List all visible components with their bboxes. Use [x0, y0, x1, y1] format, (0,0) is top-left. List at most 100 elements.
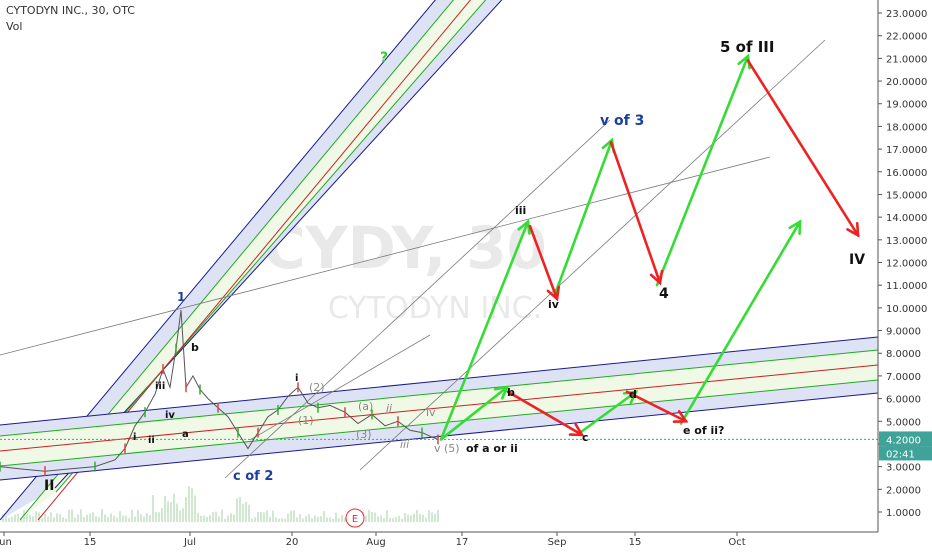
up-arrow — [439, 220, 530, 441]
volume-bar — [56, 513, 58, 522]
volume-bar — [50, 512, 52, 522]
time-tick-label: Jun — [0, 537, 12, 548]
volume-bar — [137, 510, 139, 522]
volume-bar — [290, 510, 292, 522]
volume-bar — [233, 514, 235, 522]
countdown-box — [879, 446, 932, 461]
trend-line — [359, 39, 826, 471]
price-tick-label: 6.0000 — [886, 395, 921, 406]
volume-bar — [83, 517, 85, 522]
volume-bar — [407, 514, 409, 522]
volume-bar — [65, 518, 67, 522]
volume-bar — [110, 513, 112, 522]
volume-bar — [107, 516, 109, 522]
volume-bar — [53, 517, 55, 522]
volume-bar — [332, 518, 334, 522]
volume-bar — [221, 509, 223, 522]
volume-bar — [368, 509, 370, 522]
volume-bar — [320, 516, 322, 522]
wave-3-paren-label: (3) — [356, 428, 372, 441]
volume-bar — [422, 514, 424, 522]
volume-bar — [272, 510, 274, 522]
five-of-iii-label: 5 of III — [720, 38, 774, 56]
down-arrow-head — [568, 423, 585, 437]
time-axis-bg — [0, 532, 878, 550]
volume-bar — [389, 518, 391, 522]
volume-bar — [227, 515, 229, 522]
e-of-ii-label: e of ii? — [683, 424, 724, 437]
volume-bar — [404, 512, 406, 522]
down-arrow-head — [649, 269, 664, 286]
volume-bar — [179, 510, 181, 522]
up-arrow — [575, 390, 638, 437]
volume-bar — [47, 516, 49, 522]
down-arrow — [609, 140, 662, 285]
volume-bar — [59, 514, 61, 522]
down-arrow — [746, 59, 860, 237]
volume-bar — [419, 513, 421, 522]
volume-bar — [167, 501, 169, 522]
volume-bar — [413, 513, 415, 522]
volume-bar — [209, 515, 211, 522]
volume-bar — [212, 512, 214, 522]
price-tick-label: 9.0000 — [886, 327, 921, 338]
price-tick-label: 7.0000 — [886, 372, 921, 383]
wave-two-label: II — [44, 478, 54, 494]
volume-bar — [371, 511, 373, 522]
up-arrow-head — [517, 219, 531, 235]
volume-bar — [116, 517, 118, 522]
volume-bar — [191, 488, 193, 522]
up-arrow-head — [788, 219, 802, 235]
volume-bar — [263, 512, 265, 522]
volume-bar — [386, 510, 388, 522]
price-tick-label: 2.0000 — [886, 485, 921, 496]
price-tick-label: 12.0000 — [886, 259, 927, 270]
time-tick-label: 20 — [286, 537, 299, 548]
volume-bar — [161, 508, 163, 522]
wave-i-mid-label: i — [295, 373, 298, 384]
volume-bar — [434, 514, 436, 522]
v5-label: v (5) — [434, 442, 460, 455]
volume-bar — [146, 512, 148, 522]
volume-bar — [86, 514, 88, 522]
volume-bar — [128, 518, 130, 522]
current-price-label: 4.2000 — [886, 435, 921, 446]
wave-c-label: c — [582, 431, 589, 444]
volume-bar — [77, 514, 79, 522]
volume-bar — [152, 495, 154, 522]
volume-bar — [284, 518, 286, 522]
volume-bar — [398, 515, 400, 522]
volume-bar — [119, 511, 121, 522]
volume-bar — [392, 518, 394, 522]
wave-ii-left-label: ii — [148, 435, 155, 446]
trend-line — [224, 119, 611, 479]
price-tick-label: 22.0000 — [886, 32, 927, 43]
volume-bar — [380, 515, 382, 522]
volume-bar — [125, 515, 127, 522]
volume-bar — [335, 512, 337, 522]
of-a-or-ii-label: of a or ii — [466, 442, 518, 455]
volume-bar — [437, 509, 439, 522]
shallow-channel — [0, 336, 879, 481]
volume-bar — [182, 508, 184, 522]
earnings-label: E — [352, 514, 358, 525]
volume-bar — [20, 518, 22, 522]
trend-line — [249, 334, 431, 441]
earnings-marker — [345, 508, 365, 528]
price-tick-label: 19.0000 — [886, 100, 927, 111]
volume-bar — [254, 517, 256, 522]
question-label: ? — [380, 50, 388, 66]
wave-b-left-label: b — [191, 341, 199, 354]
steep-channel-line — [54, 0, 503, 489]
price-tick-label: 3.0000 — [886, 463, 921, 474]
time-tick-label: Sep — [548, 537, 567, 548]
volume-bar — [428, 510, 430, 522]
wave-4-label: 4 — [659, 286, 669, 302]
time-tick-label: 17 — [456, 537, 469, 548]
volume-bar — [62, 517, 64, 522]
steep-channel — [0, 0, 503, 521]
wave-iv-gray-label: iv — [426, 406, 436, 419]
volume-bar — [308, 514, 310, 522]
